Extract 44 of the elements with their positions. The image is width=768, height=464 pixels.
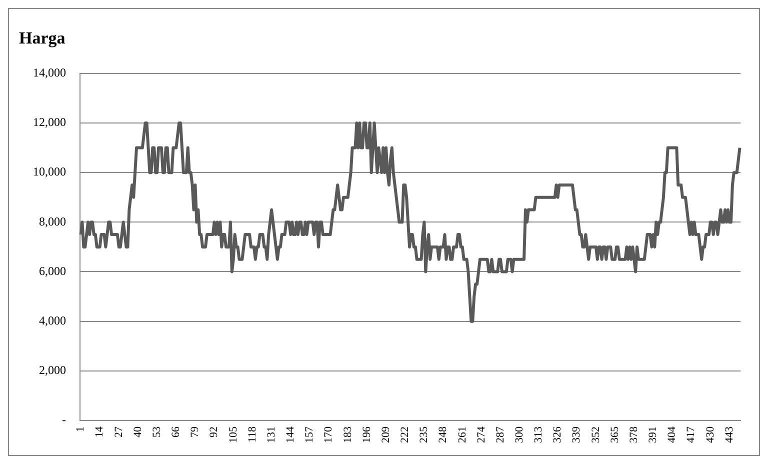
x-tick-label: 79 xyxy=(189,426,202,438)
x-tick-label: 144 xyxy=(284,426,297,443)
y-tick-label: 2,000 xyxy=(39,363,66,378)
x-tick-label: 326 xyxy=(552,426,564,443)
x-tick-label: 183 xyxy=(342,426,354,443)
x-tick-label: 378 xyxy=(628,426,640,443)
x-tick-label: 352 xyxy=(590,426,602,443)
x-tick-label: 209 xyxy=(380,426,392,443)
chart-title: Harga xyxy=(19,28,66,48)
x-tick-label: 222 xyxy=(399,426,412,443)
x-tick-label: 40 xyxy=(132,426,144,438)
x-tick-label: 105 xyxy=(227,426,240,443)
x-tick-label: 1 xyxy=(74,426,87,432)
y-tick-label: 4,000 xyxy=(39,313,66,328)
x-tick-label: 170 xyxy=(322,426,335,443)
x-tick-label: 287 xyxy=(494,426,506,443)
x-tick-label: 27 xyxy=(112,426,125,438)
x-tick-label: 53 xyxy=(150,426,163,438)
x-tick-label: 157 xyxy=(304,426,316,443)
x-tick-label: 131 xyxy=(265,426,278,443)
y-tick-label: 6,000 xyxy=(39,264,66,278)
x-tick-label: 417 xyxy=(685,426,698,443)
x-tick-label: 391 xyxy=(647,426,660,443)
x-tick-label: 235 xyxy=(418,426,430,443)
x-tick-label: 274 xyxy=(475,426,488,443)
x-tick-label: 404 xyxy=(666,426,678,443)
x-tick-label: 430 xyxy=(704,426,716,443)
y-tick-label: 14,000 xyxy=(33,66,66,80)
y-tick-label: 12,000 xyxy=(33,115,66,130)
x-tick-label: 248 xyxy=(437,426,450,443)
x-tick-label: 339 xyxy=(570,426,583,443)
x-tick-label: 118 xyxy=(246,426,258,443)
y-tick-label: 10,000 xyxy=(33,164,66,179)
x-tick-label: 92 xyxy=(208,426,220,438)
x-tick-label: 313 xyxy=(532,426,545,443)
x-tick-label: 365 xyxy=(608,426,621,443)
y-tick-label: 8,000 xyxy=(39,214,66,228)
x-tick-label: 14 xyxy=(94,426,106,438)
x-tick-label: 261 xyxy=(456,426,468,443)
x-tick-label: 66 xyxy=(170,426,182,438)
x-tick-label: 443 xyxy=(723,426,736,443)
x-tick-label: 196 xyxy=(360,426,373,443)
x-tick-label: 300 xyxy=(514,426,526,443)
y-tick-label: - xyxy=(62,412,66,427)
